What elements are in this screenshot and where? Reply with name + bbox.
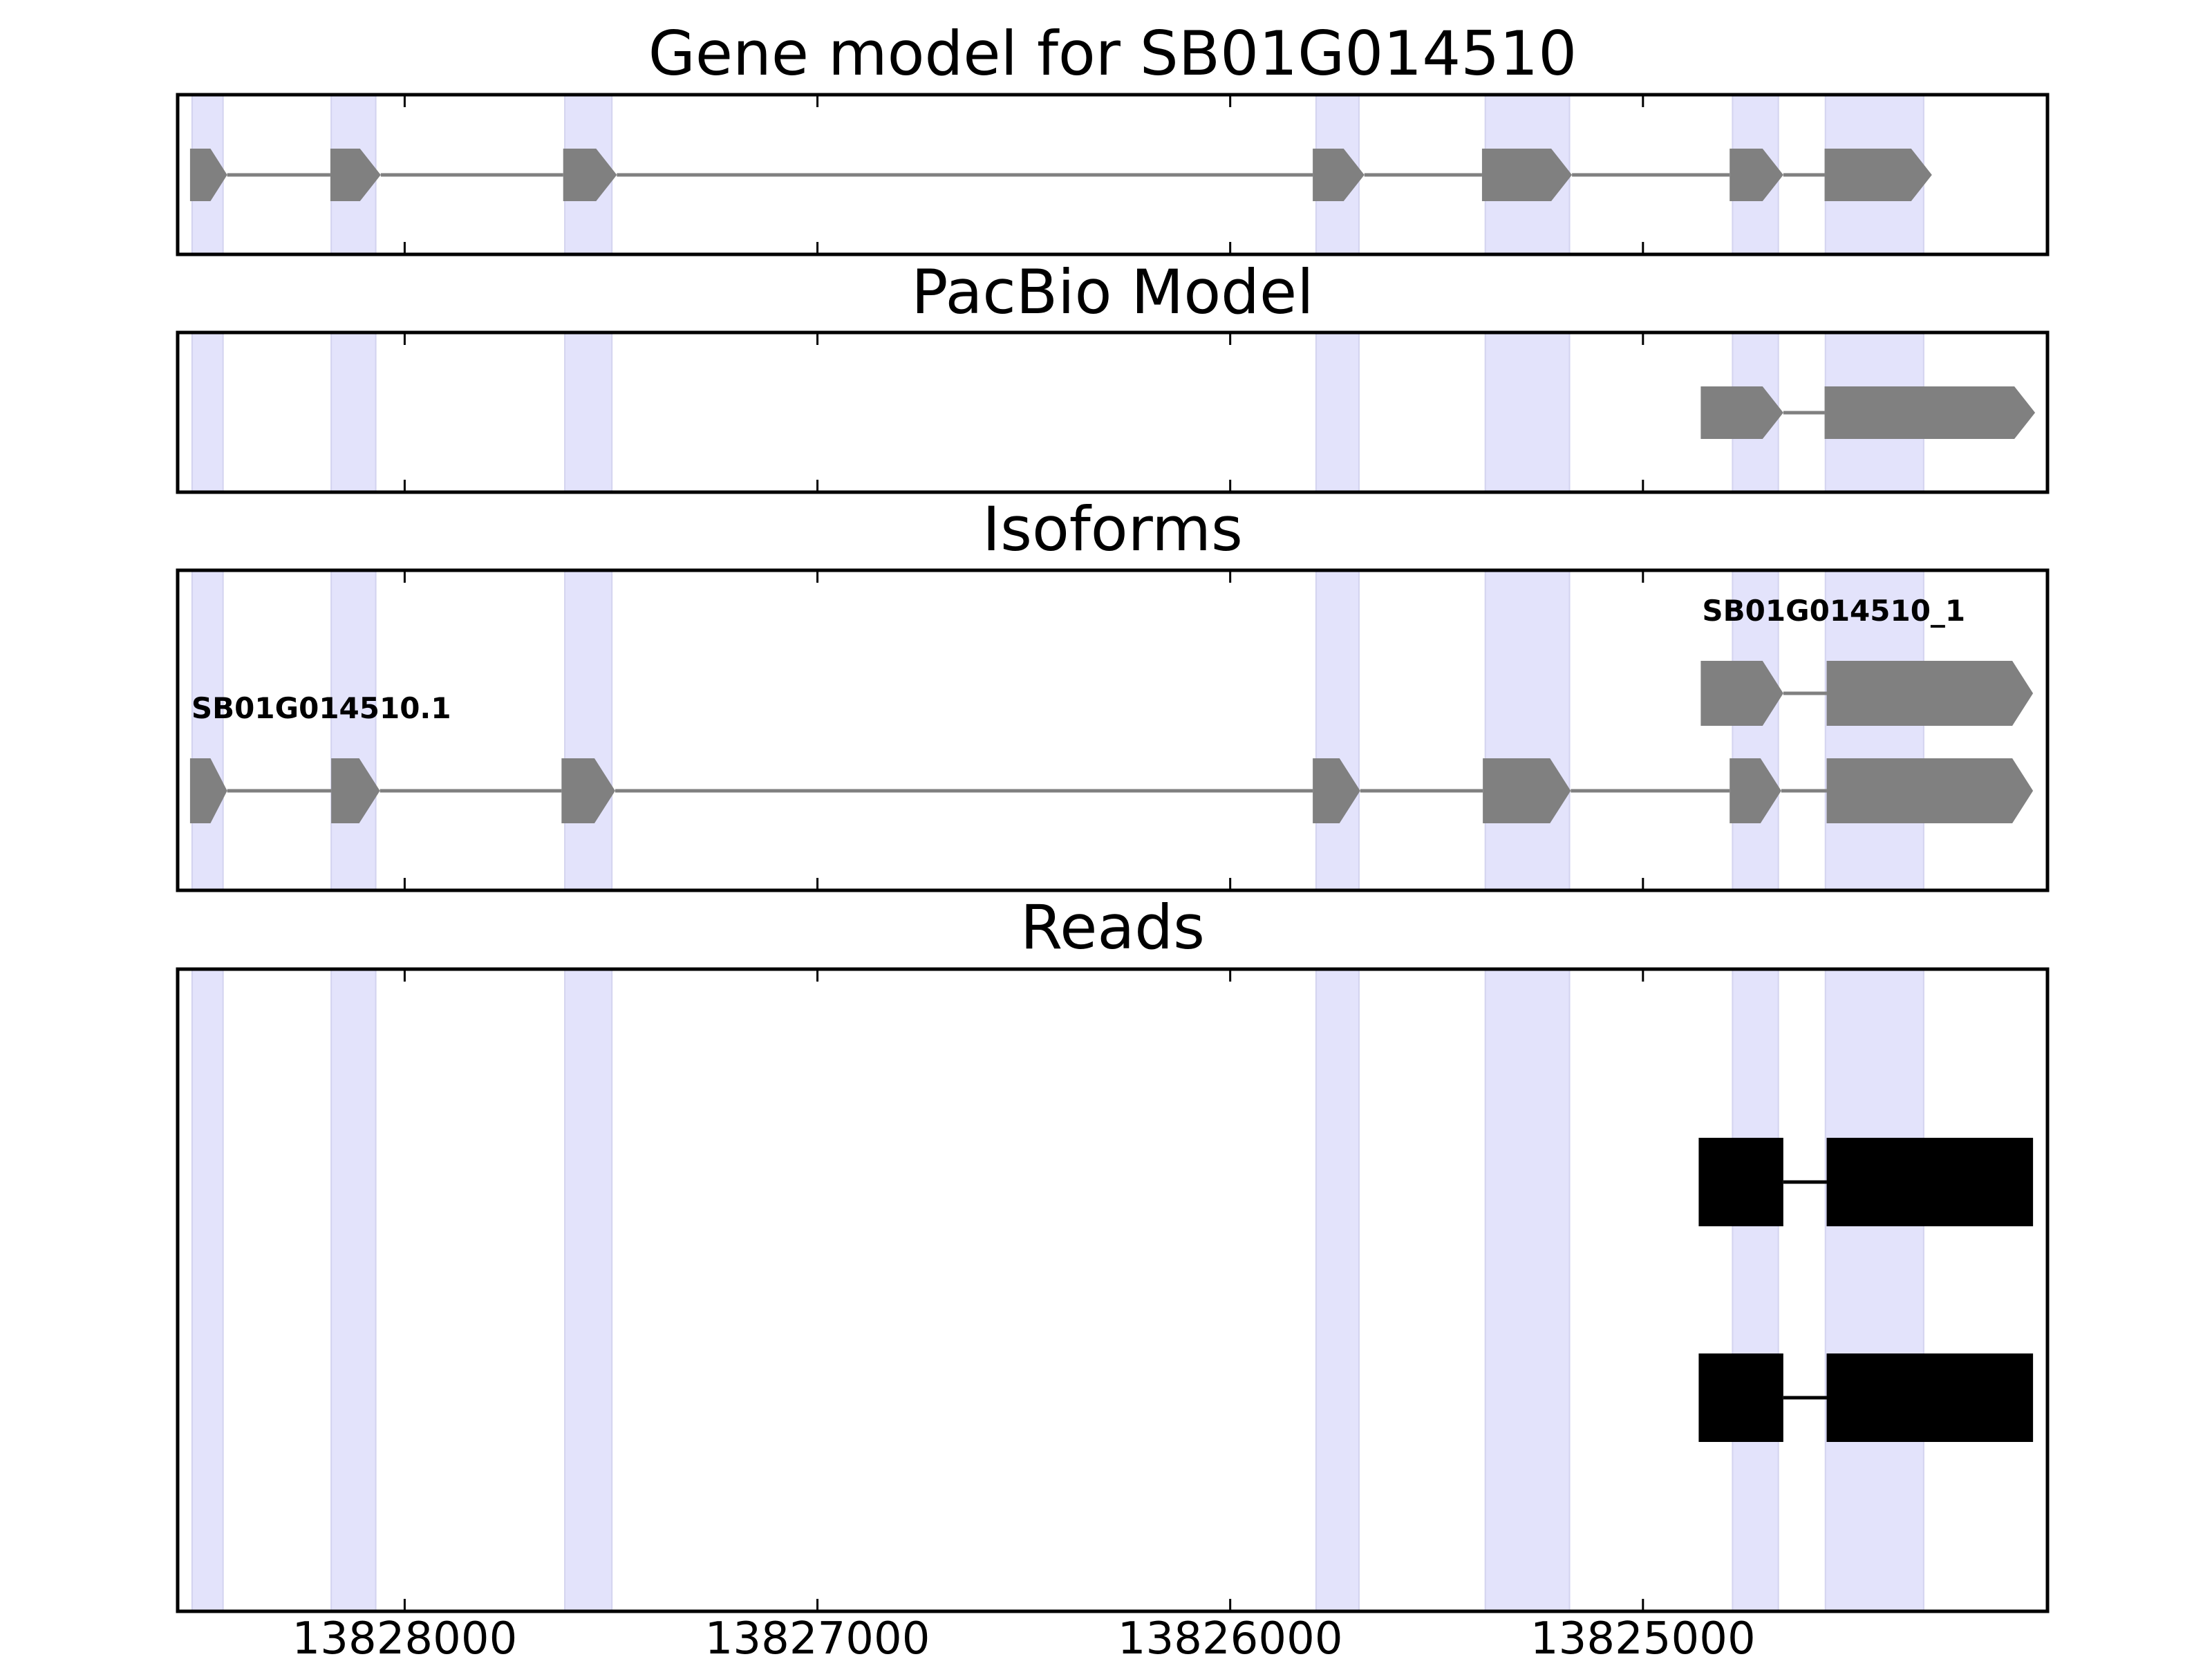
panel-title: Reads bbox=[1020, 892, 1205, 963]
highlight-region bbox=[1484, 570, 1571, 891]
exon-arrow bbox=[1826, 661, 2034, 726]
highlight-region bbox=[1732, 570, 1779, 891]
read-track bbox=[1698, 1138, 2034, 1226]
x-tick-label: 13826000 bbox=[1118, 1613, 1343, 1659]
exon-arrow bbox=[1700, 386, 1783, 439]
exon-arrow bbox=[561, 758, 615, 823]
x-tick-label: 13827000 bbox=[705, 1613, 930, 1659]
isoform-label: SB01G014510.1 bbox=[191, 691, 451, 725]
read-block bbox=[1698, 1353, 1783, 1442]
highlight-region bbox=[191, 332, 224, 493]
isoform-track bbox=[1700, 386, 2036, 439]
highlight-region bbox=[1824, 570, 1924, 891]
panel-title: Gene model for SB01G014510 bbox=[648, 18, 1577, 89]
exon-arrow bbox=[1824, 149, 1932, 201]
highlight-region bbox=[1315, 332, 1360, 493]
highlight-region bbox=[330, 968, 377, 1612]
exon-arrow bbox=[189, 149, 227, 201]
highlight-region bbox=[191, 570, 224, 891]
exon-arrow bbox=[1700, 661, 1783, 726]
isoform-track: SB01G014510_1 bbox=[1700, 594, 2034, 726]
panel-1: Gene model for SB01G014510 bbox=[176, 18, 2050, 256]
panel-frame bbox=[176, 93, 2050, 256]
panel-frame bbox=[176, 568, 2050, 892]
highlight-region bbox=[1484, 968, 1571, 1612]
highlight-region bbox=[1315, 570, 1360, 891]
exon-arrow bbox=[1730, 149, 1783, 201]
exon-arrow bbox=[1483, 758, 1571, 823]
exon-arrow bbox=[331, 758, 380, 823]
isoform-track bbox=[189, 149, 1932, 201]
exon-arrow bbox=[1313, 758, 1360, 823]
highlight-region bbox=[330, 570, 377, 891]
x-tick-label: 13828000 bbox=[292, 1613, 518, 1659]
highlight-region bbox=[564, 570, 613, 891]
exon-arrow bbox=[1826, 758, 2034, 823]
exon-arrow bbox=[1730, 758, 1781, 823]
panel-2: PacBio Model bbox=[176, 256, 2050, 494]
exon-arrow bbox=[1481, 149, 1573, 201]
read-block bbox=[1826, 1353, 2034, 1442]
isoform-label: SB01G014510_1 bbox=[1702, 594, 1965, 628]
panel-title: PacBio Model bbox=[911, 256, 1313, 328]
isoform-track: SB01G014510.1 bbox=[189, 691, 2034, 823]
highlight-region bbox=[1315, 968, 1360, 1612]
highlight-region bbox=[564, 332, 613, 493]
panel-4: Reads 13828000 13827000 13826000 13825000 bbox=[176, 892, 2050, 1659]
x-tick-label: 13825000 bbox=[1530, 1613, 1756, 1659]
panel-frame bbox=[176, 330, 2050, 494]
panel-3: Isoforms SB01G014510.1 SB01G014510_1 bbox=[176, 494, 2050, 892]
panel-frame bbox=[176, 967, 2050, 1613]
highlight-region bbox=[564, 968, 613, 1612]
exon-arrow bbox=[1313, 149, 1365, 201]
read-track bbox=[1698, 1353, 2034, 1442]
read-block bbox=[1826, 1138, 2034, 1226]
exon-arrow bbox=[330, 149, 381, 201]
exon-arrow bbox=[189, 758, 227, 823]
exon-arrow bbox=[1824, 386, 2036, 439]
panel-title: Isoforms bbox=[982, 494, 1243, 565]
highlight-region bbox=[1484, 332, 1571, 493]
highlight-region bbox=[1732, 968, 1779, 1612]
read-block bbox=[1698, 1138, 1783, 1226]
highlight-region bbox=[1824, 968, 1924, 1612]
highlight-region bbox=[330, 332, 377, 493]
exon-arrow bbox=[563, 149, 617, 201]
highlight-region bbox=[191, 968, 224, 1612]
